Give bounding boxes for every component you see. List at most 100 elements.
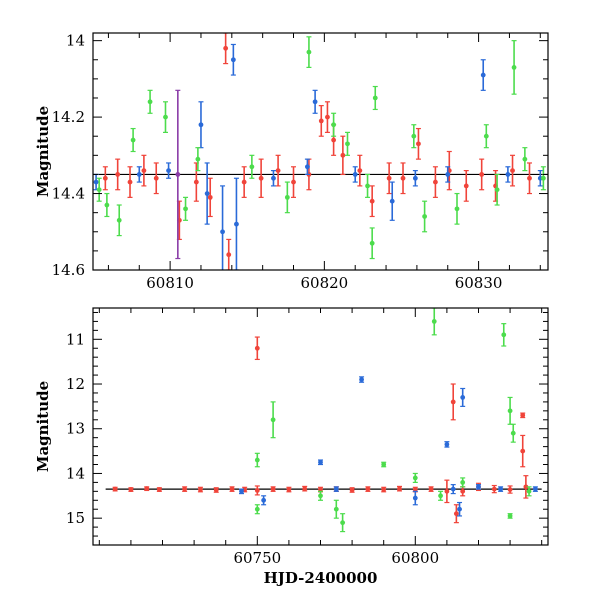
- series-3: [96, 36, 546, 260]
- data-point: [156, 487, 162, 492]
- x-tick-label: 60830: [455, 274, 503, 292]
- series-1: [102, 33, 532, 270]
- data-point: [381, 487, 387, 492]
- bottom-panel: 60750 60800 11 12 13 14 15 Magnitude HJD-2400000: [34, 307, 549, 587]
- x-tick-label: 60750: [233, 549, 281, 567]
- data-point: [147, 99, 153, 105]
- data-point: [141, 168, 147, 174]
- data-point: [333, 506, 339, 512]
- data-point: [510, 430, 516, 436]
- x-tick-label: 60820: [300, 274, 348, 292]
- data-point: [520, 412, 526, 418]
- data-point: [127, 179, 133, 185]
- data-point: [428, 486, 434, 492]
- data-point: [450, 486, 456, 492]
- data-point: [507, 487, 513, 492]
- data-point: [522, 156, 528, 162]
- data-point: [254, 457, 260, 463]
- data-point: [175, 172, 181, 177]
- data-point: [254, 488, 260, 493]
- data-point: [183, 206, 188, 212]
- data-point: [540, 175, 546, 181]
- data-point: [507, 513, 513, 519]
- data-point: [116, 217, 122, 223]
- data-point: [438, 493, 443, 499]
- data-point: [400, 175, 406, 181]
- data-point: [275, 168, 281, 174]
- x-tick-label: 60800: [391, 549, 439, 567]
- data-point: [445, 172, 451, 177]
- data-point: [412, 175, 418, 181]
- data-point: [254, 345, 260, 351]
- data-point: [444, 488, 450, 494]
- data-point: [476, 484, 481, 490]
- data-point: [365, 183, 370, 189]
- data-point: [223, 45, 229, 51]
- data-point: [220, 229, 225, 235]
- data-point: [213, 487, 219, 493]
- data-point: [345, 141, 350, 147]
- data-point: [96, 187, 102, 193]
- data-point: [507, 408, 513, 414]
- data-point: [457, 506, 462, 512]
- y-tick-label: 11: [66, 330, 85, 348]
- data-point: [302, 486, 308, 492]
- data-point: [357, 168, 363, 174]
- data-point: [318, 493, 323, 499]
- data-point: [270, 417, 276, 423]
- data-point: [163, 114, 168, 120]
- data-point: [204, 191, 210, 196]
- data-point: [226, 252, 232, 258]
- data-point: [381, 462, 387, 467]
- data-point: [306, 49, 312, 55]
- data-point: [239, 488, 244, 494]
- data-point: [198, 487, 203, 492]
- top-panel: 60810 60820 60830 14 14.2 14.4 14.6 Magnitude: [34, 32, 549, 292]
- data-point: [433, 179, 438, 185]
- data-point: [422, 214, 428, 219]
- data-point: [526, 488, 532, 494]
- data-point: [450, 399, 456, 405]
- y-tick-label: 12: [66, 375, 85, 393]
- data-point: [93, 179, 99, 185]
- data-point: [397, 486, 402, 492]
- data-point: [498, 486, 504, 492]
- data-point: [411, 133, 417, 139]
- data-point: [510, 168, 515, 174]
- data-point: [520, 448, 526, 454]
- data-point: [234, 221, 239, 227]
- data-point: [128, 487, 134, 492]
- y-axis-label: Magnitude: [34, 381, 52, 472]
- data-point: [532, 486, 538, 492]
- data-point: [412, 475, 418, 481]
- data-point: [286, 487, 292, 492]
- series-2: [93, 43, 543, 270]
- data-point: [412, 495, 418, 501]
- y-tick-label: 14.2: [52, 108, 85, 126]
- data-point: [523, 484, 529, 490]
- data-point: [511, 65, 517, 70]
- data-point: [229, 486, 235, 492]
- data-point: [365, 486, 371, 492]
- y-tick-label: 14: [66, 464, 85, 482]
- data-point: [102, 175, 108, 181]
- data-point: [491, 486, 497, 492]
- data-point: [372, 95, 378, 101]
- data-point: [483, 133, 489, 139]
- data-point: [460, 479, 466, 485]
- y-tick-label: 14.6: [52, 261, 85, 279]
- data-point: [166, 168, 171, 174]
- x-tick-label: 60810: [146, 274, 194, 292]
- data-point: [369, 240, 375, 246]
- data-point: [318, 459, 323, 465]
- data-point: [349, 487, 355, 493]
- data-point: [352, 172, 358, 177]
- data-point: [304, 164, 310, 170]
- data-point: [104, 202, 110, 208]
- data-point: [249, 164, 255, 170]
- data-point: [460, 488, 466, 494]
- data-point: [460, 395, 466, 400]
- plot-frame: [92, 32, 549, 271]
- data-point: [258, 175, 264, 181]
